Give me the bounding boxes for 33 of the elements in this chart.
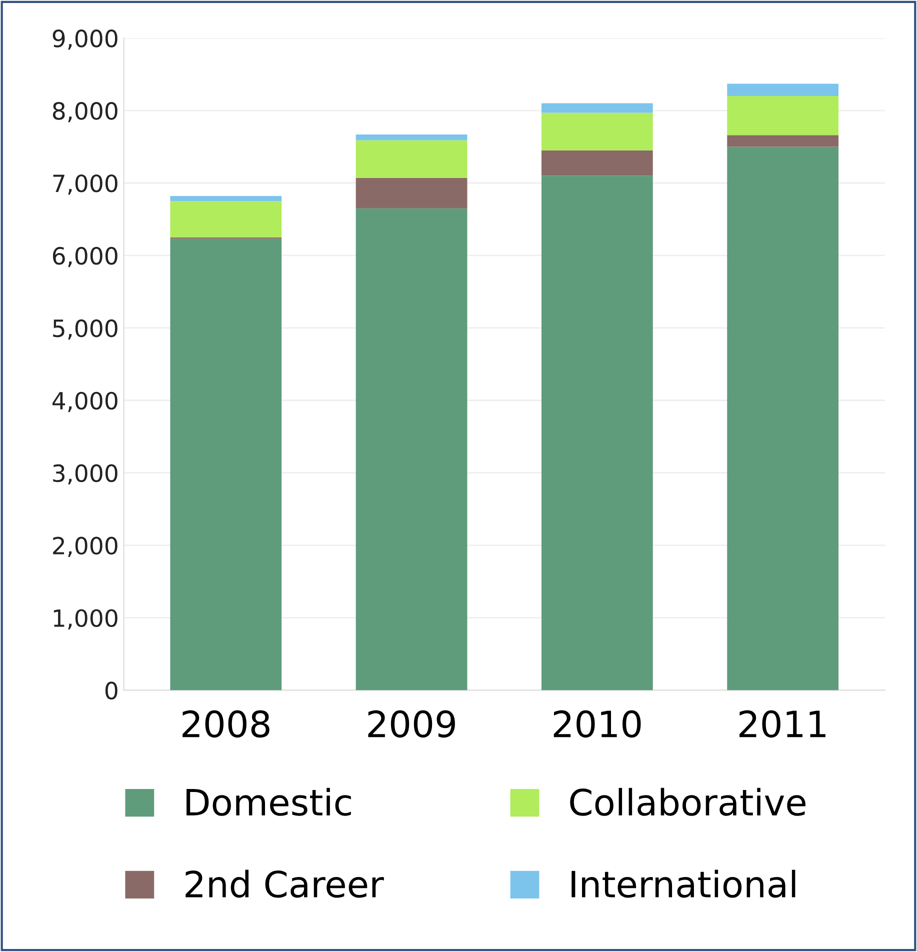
bar [727,84,838,96]
bar [727,135,838,147]
bar [170,196,282,202]
bar [356,178,468,208]
x-tick-label: 2010 [554,710,641,738]
y-tick-label: 7,000 [53,174,118,195]
y-tick-label: 4,000 [52,392,118,412]
y-tick-label: 2,000 [53,536,118,557]
y-tick-label: 6,000 [52,246,118,268]
legend-label: International [572,870,796,898]
bar [356,140,468,178]
bar [541,150,653,176]
legend-label: Domestic [186,788,351,816]
y-tick-label: 0 [105,682,118,700]
y-tick-label: 9,000 [52,30,118,50]
bar [727,146,838,690]
y-tick-label: 3,000 [53,464,118,485]
bar [356,208,468,690]
bar [727,96,838,136]
bar [356,134,468,140]
bar [541,112,653,150]
y-tick-label: 5,000 [53,319,118,340]
x-tick-label: 2008 [182,710,270,738]
y-tick-label: 8,000 [52,102,118,122]
legend-label: 2nd Career [186,870,384,898]
x-tick-label: 2011 [740,710,826,738]
x-tick-label: 2009 [368,710,455,738]
bar [541,176,653,690]
bar [170,201,282,238]
y-tick-label: 1,000 [54,609,118,630]
bar [170,238,282,690]
bar [541,103,653,113]
legend-label: Collaborative [570,788,806,816]
